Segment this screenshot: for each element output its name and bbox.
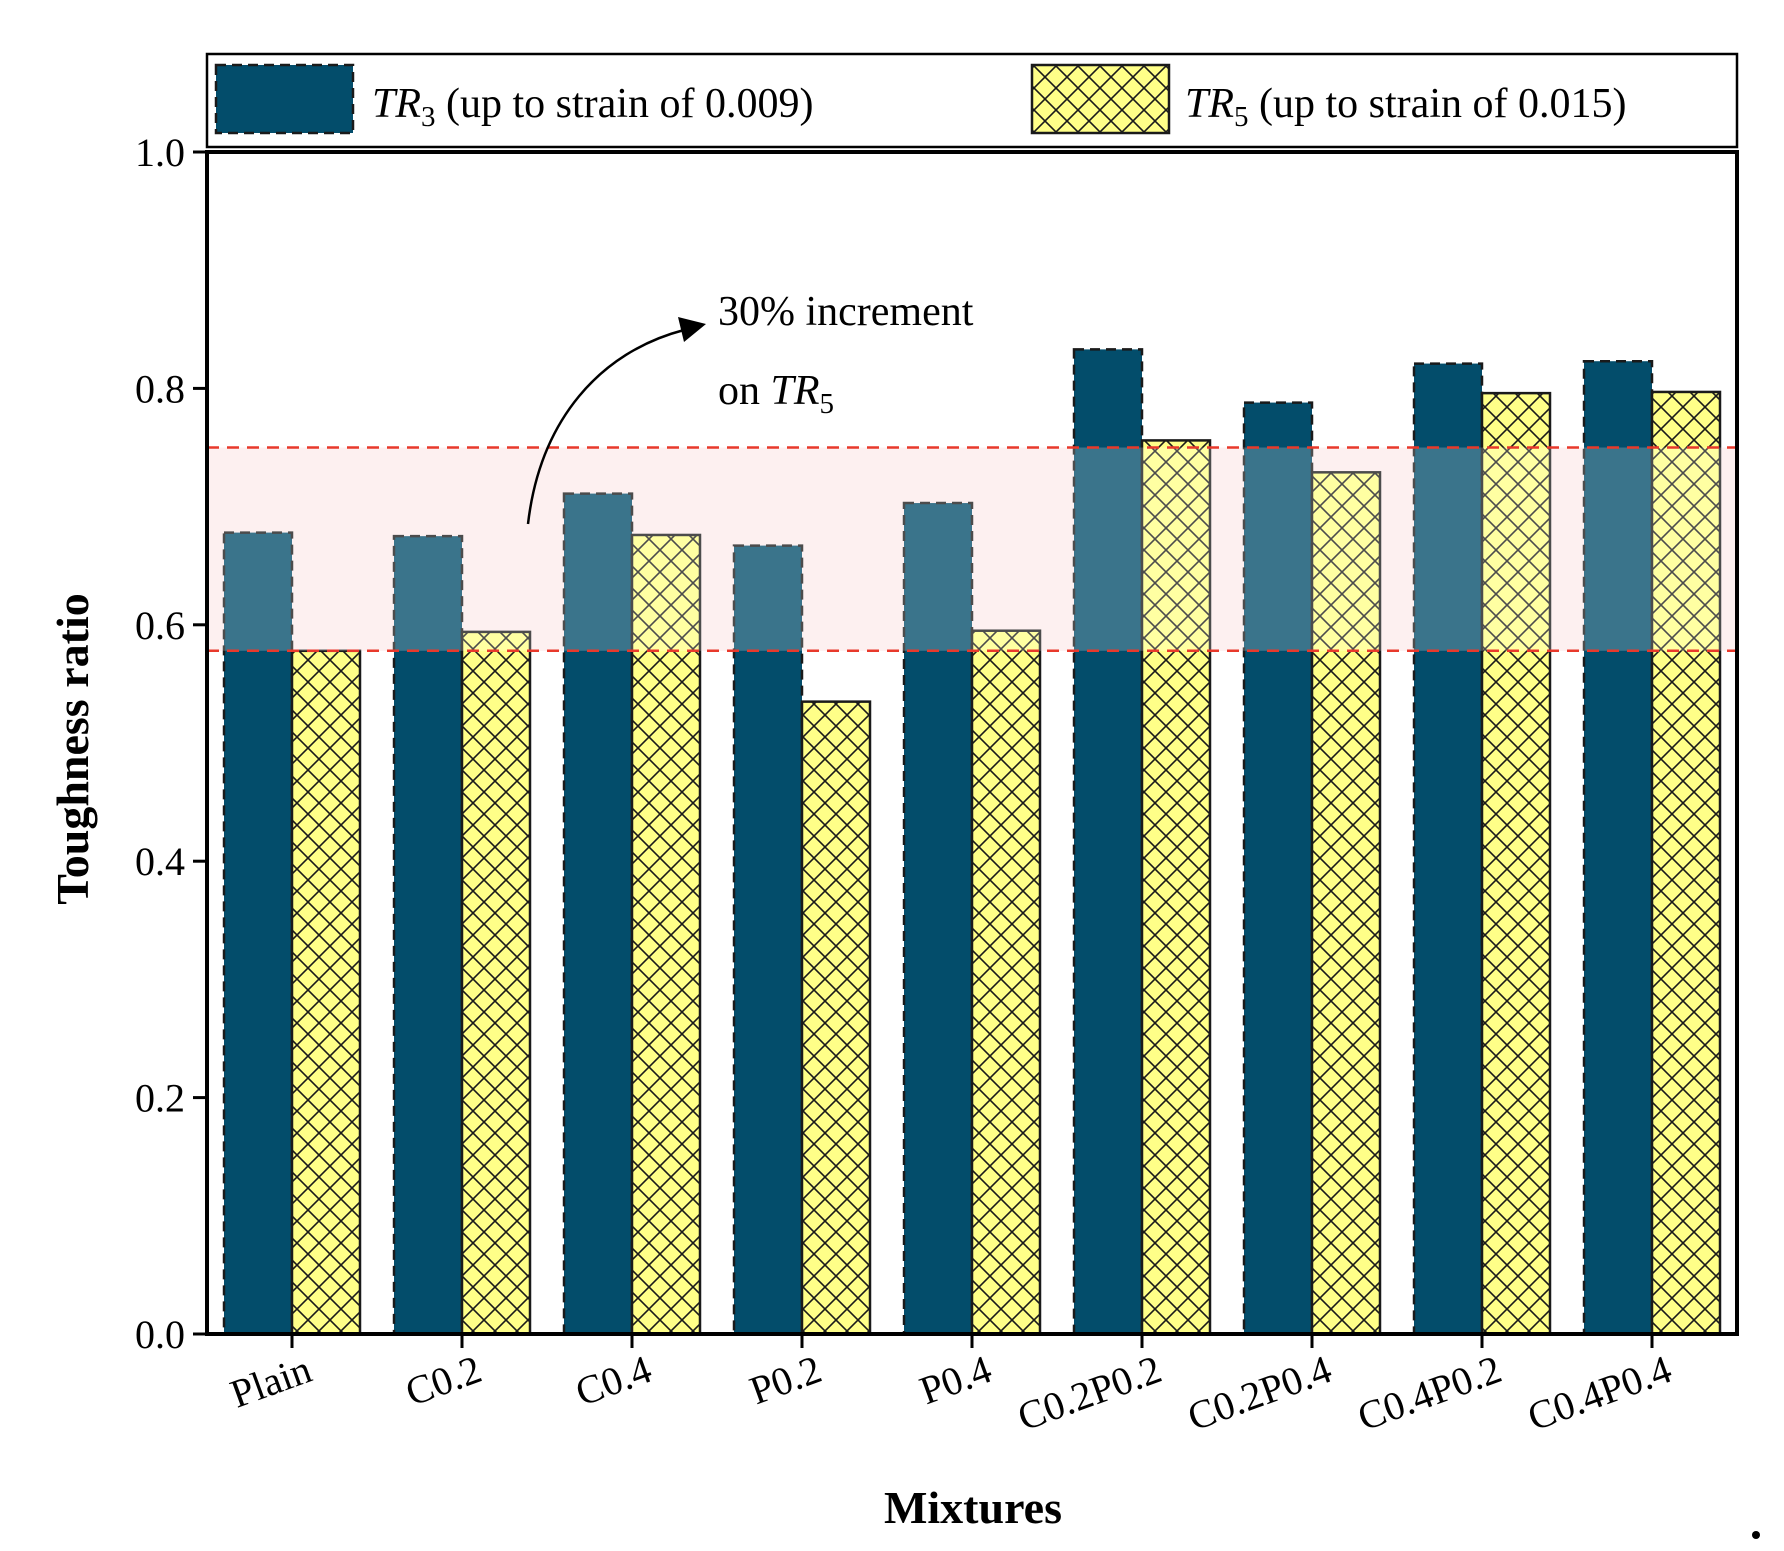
y-tick-label: 1.0 (135, 130, 185, 175)
x-tick-label: C0.2P0.4 (1182, 1346, 1337, 1439)
stray-dot (1752, 1531, 1760, 1539)
x-tick-label: P0.4 (914, 1346, 997, 1413)
legend-box (205, 52, 1739, 149)
bar-tr3-c0-2p0-2 (1072, 348, 1144, 1336)
bar-tr5-c0-2p0-4 (1310, 471, 1382, 1336)
x-tick-label: C0.4 (570, 1346, 657, 1415)
bar-tr5-c0-2p0-2 (1140, 439, 1212, 1336)
reference-band-overlay (207, 446, 1737, 653)
bar-tr5-c0-2 (460, 630, 532, 1336)
annotation-line-2: on TR5 (718, 368, 834, 420)
bar-tr5-c0-4p0-4 (1650, 390, 1722, 1336)
legend-swatch-tr5 (1030, 63, 1171, 135)
x-tick-label: P0.2 (744, 1346, 827, 1413)
x-tick-label: C0.4P0.4 (1522, 1346, 1677, 1439)
bar-tr5-p0-2 (800, 700, 872, 1336)
y-axis-title: Toughness ratio (47, 593, 98, 904)
y-tick-label: 0.6 (135, 603, 185, 648)
legend-label-tr5: TR5 (up to strain of 0.015) (1185, 81, 1626, 133)
annotation: 30% increment on TR5 (526, 289, 974, 525)
y-tick-label: 0.0 (135, 1312, 185, 1357)
annotation-arrowhead (678, 317, 706, 342)
bar-tr3-p0-4 (902, 501, 974, 1336)
legend-label-tr3: TR3 (up to strain of 0.009) (372, 81, 813, 133)
bar-tr5-c0-4p0-2 (1480, 391, 1552, 1336)
legend-swatch-tr3 (214, 63, 355, 135)
bar-tr5-c0-4 (630, 533, 702, 1336)
y-tick-label: 0.4 (135, 839, 185, 884)
y-tick-label: 0.2 (135, 1076, 185, 1121)
annotation-line-1: 30% increment (718, 289, 974, 335)
bar-tr3-c0-4p0-4 (1582, 359, 1654, 1336)
bars-layer (222, 348, 1722, 1336)
y-axis-ticks: 0.0 0.2 0.4 0.6 0.8 1.0 (135, 130, 207, 1357)
x-tick-label: C0.4P0.2 (1352, 1346, 1507, 1439)
bar-tr3-c0-4 (562, 492, 634, 1336)
x-axis-title: Mixtures (884, 1482, 1062, 1533)
bar-tr3-c0-2 (392, 534, 464, 1336)
y-tick-label: 0.8 (135, 366, 185, 411)
bar-tr3-p0-2 (732, 544, 804, 1336)
reference-band-tint (207, 447, 1737, 651)
bar-tr3-plain (222, 531, 294, 1336)
x-tick-label: C0.2P0.2 (1012, 1346, 1167, 1439)
x-tick-label: C0.2 (400, 1346, 487, 1415)
x-axis-ticks: Plain C0.2 C0.4 P0.2 P0.4 C0.2P0.2 C0.2P0.4 C0.… (224, 1334, 1677, 1439)
bar-tr5-p0-4 (970, 629, 1042, 1336)
legend: TR3 (up to strain of 0.009) TR5 (up to s… (205, 52, 1739, 149)
x-tick-label: Plain (224, 1346, 317, 1416)
bar-tr5-plain (290, 649, 362, 1336)
annotation-arrow-line (526, 328, 685, 525)
